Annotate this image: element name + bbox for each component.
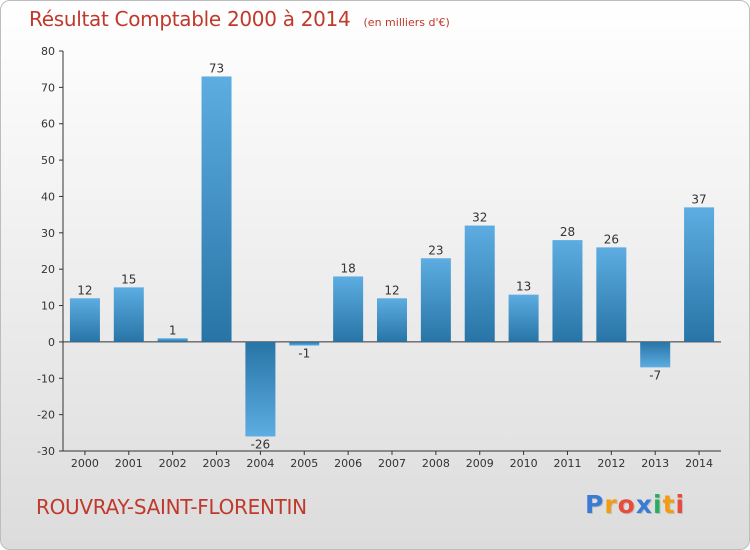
data-label-2008: 23 <box>428 243 443 257</box>
data-label-2005: -1 <box>298 347 310 361</box>
data-label-2004: -26 <box>251 437 271 451</box>
y-tick-label: -30 <box>37 445 55 458</box>
x-tick-label: 2002 <box>159 457 187 470</box>
chart-subtitle: (en milliers d'€) <box>363 16 450 29</box>
y-tick-label: 10 <box>41 300 55 313</box>
bar-2007 <box>377 298 407 342</box>
data-label-2003: 73 <box>209 61 224 75</box>
bar-2008 <box>420 258 451 342</box>
bar-2000 <box>69 298 100 342</box>
brand-logo: Proxiti <box>585 490 685 519</box>
x-tick-label: 2000 <box>71 457 99 470</box>
y-tick-label: 80 <box>41 45 55 58</box>
y-tick-label: 30 <box>41 227 55 240</box>
y-tick-label: 20 <box>41 263 55 276</box>
y-tick-label: 0 <box>48 336 55 349</box>
y-axis: -30 -20 -10 0 10 20 30 40 50 60 70 80 <box>37 45 64 458</box>
bar-2012 <box>596 247 627 342</box>
x-tick-label: 2010 <box>510 457 538 470</box>
data-labels: 12 15 1 73 -26 -1 18 12 23 32 13 28 26 -7 37 <box>77 61 706 451</box>
bar-2002 <box>157 338 188 342</box>
x-tick-label: 2007 <box>378 457 406 470</box>
bar-2009 <box>464 225 495 342</box>
x-tick-label: 2001 <box>115 457 143 470</box>
x-axis: 2000 2001 2002 2003 2004 2005 2006 2007 2008 2009… <box>63 341 721 470</box>
data-label-2007: 12 <box>384 283 399 297</box>
chart-title: Résultat Comptable 2000 à 2014 <box>29 7 351 31</box>
data-label-2002: 1 <box>169 323 177 337</box>
x-tick-label: 2011 <box>553 457 581 470</box>
y-tick-label: -20 <box>37 409 55 422</box>
data-label-2010: 13 <box>516 280 531 294</box>
brand-letter: i <box>675 490 686 519</box>
x-tick-label: 2014 <box>685 457 713 470</box>
bar-2014 <box>684 207 715 342</box>
y-tick-label: 70 <box>41 81 55 94</box>
x-tick-label: 2004 <box>246 457 274 470</box>
y-tick-label: 60 <box>41 118 55 131</box>
y-tick-label: 40 <box>41 190 55 203</box>
x-tick-label: 2012 <box>597 457 625 470</box>
x-tick-label: 2003 <box>203 457 231 470</box>
bar-2010 <box>508 294 539 342</box>
data-label-2000: 12 <box>77 283 92 297</box>
y-tick-label: 50 <box>41 154 55 167</box>
x-tick-label: 2006 <box>334 457 362 470</box>
bar-2013 <box>640 341 671 368</box>
brand-letter: o <box>617 490 636 519</box>
x-tick-label: 2005 <box>290 457 318 470</box>
data-label-2014: 37 <box>691 192 706 206</box>
data-label-2001: 15 <box>121 272 136 286</box>
y-tick-label: -10 <box>37 372 55 385</box>
brand-letter: P <box>585 490 605 519</box>
bar-2006 <box>333 276 364 342</box>
x-tick-label: 2009 <box>466 457 494 470</box>
data-label-2011: 28 <box>560 225 575 239</box>
brand-letter: x <box>635 490 653 519</box>
bar-2003 <box>201 76 232 342</box>
bar-2004 <box>245 341 276 437</box>
brand-letter: r <box>604 490 618 519</box>
bar-2001 <box>113 287 144 342</box>
title-row: Résultat Comptable 2000 à 2014 (en milli… <box>29 7 450 31</box>
brand-letter: t <box>662 490 676 519</box>
bar-2011 <box>552 240 583 342</box>
data-label-2009: 32 <box>472 211 487 225</box>
commune-name: ROUVRAY-SAINT-FLORENTIN <box>36 495 307 519</box>
x-tick-label: 2008 <box>422 457 450 470</box>
brand-letter: i <box>653 490 663 519</box>
data-label-2012: 26 <box>604 232 619 246</box>
data-label-2006: 18 <box>340 261 355 275</box>
bars <box>69 76 715 437</box>
data-label-2013: -7 <box>649 368 661 382</box>
x-tick-label: 2013 <box>641 457 669 470</box>
bar-2005 <box>289 341 320 346</box>
